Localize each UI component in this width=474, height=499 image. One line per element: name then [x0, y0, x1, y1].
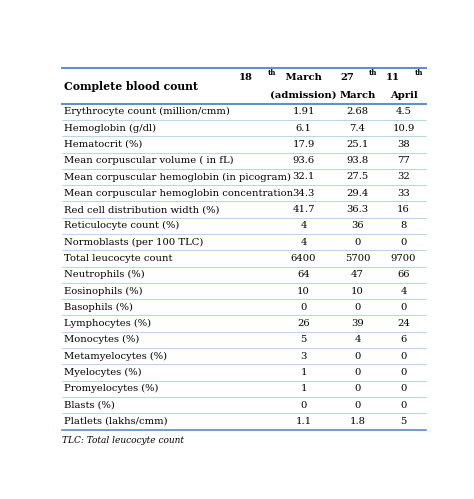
Text: 17.9: 17.9 — [292, 140, 315, 149]
Text: 4: 4 — [301, 222, 307, 231]
Text: 10.9: 10.9 — [392, 124, 415, 133]
Text: 9700: 9700 — [391, 254, 416, 263]
Text: 4: 4 — [400, 286, 407, 295]
Text: 77: 77 — [397, 156, 410, 165]
Text: 5: 5 — [301, 335, 307, 344]
Text: 0: 0 — [355, 368, 361, 377]
Text: 36.3: 36.3 — [346, 205, 369, 214]
Text: Lymphocytes (%): Lymphocytes (%) — [64, 319, 151, 328]
Text: 4: 4 — [301, 238, 307, 247]
Text: 34.3: 34.3 — [292, 189, 315, 198]
Text: Metamyelocytes (%): Metamyelocytes (%) — [64, 352, 167, 361]
Text: 0: 0 — [301, 303, 307, 312]
Text: 33: 33 — [397, 189, 410, 198]
Text: 1.1: 1.1 — [295, 417, 311, 426]
Text: 26: 26 — [297, 319, 310, 328]
Text: 10: 10 — [351, 286, 364, 295]
Text: Red cell distribution width (%): Red cell distribution width (%) — [64, 205, 219, 214]
Text: Erythrocyte count (million/cmm): Erythrocyte count (million/cmm) — [64, 107, 229, 116]
Text: Complete blood count: Complete blood count — [64, 80, 198, 91]
Text: 16: 16 — [397, 205, 410, 214]
Text: (admission): (admission) — [270, 91, 337, 100]
Text: Platlets (lakhs/cmm): Platlets (lakhs/cmm) — [64, 417, 167, 426]
Text: 0: 0 — [355, 352, 361, 361]
Text: 18: 18 — [239, 73, 253, 82]
Text: 2.68: 2.68 — [346, 107, 369, 116]
Text: 25.1: 25.1 — [346, 140, 369, 149]
Text: April: April — [390, 91, 417, 100]
Text: 0: 0 — [400, 384, 407, 393]
Text: Mean corpuscular hemoglobin concentration: Mean corpuscular hemoglobin concentratio… — [64, 189, 293, 198]
Text: 39: 39 — [351, 319, 364, 328]
Text: 0: 0 — [355, 303, 361, 312]
Text: 0: 0 — [400, 401, 407, 410]
Text: March: March — [339, 91, 376, 100]
Text: 38: 38 — [397, 140, 410, 149]
Text: 1: 1 — [301, 384, 307, 393]
Text: TLC: Total leucocyte count: TLC: Total leucocyte count — [62, 437, 184, 446]
Text: 93.8: 93.8 — [346, 156, 369, 165]
Text: Eosinophils (%): Eosinophils (%) — [64, 286, 142, 295]
Text: 66: 66 — [397, 270, 410, 279]
Text: 0: 0 — [400, 238, 407, 247]
Text: March: March — [282, 73, 322, 82]
Text: 1.8: 1.8 — [349, 417, 365, 426]
Text: Neutrophils (%): Neutrophils (%) — [64, 270, 145, 279]
Text: Promyelocytes (%): Promyelocytes (%) — [64, 384, 158, 393]
Text: Reticulocyte count (%): Reticulocyte count (%) — [64, 221, 179, 231]
Text: 32: 32 — [397, 173, 410, 182]
Text: 36: 36 — [351, 222, 364, 231]
Text: 0: 0 — [301, 401, 307, 410]
Text: 29.4: 29.4 — [346, 189, 369, 198]
Text: 5: 5 — [400, 417, 407, 426]
Text: th: th — [415, 69, 423, 77]
Text: Total leucocyte count: Total leucocyte count — [64, 254, 172, 263]
Text: Mean corpuscular hemoglobin (in picogram): Mean corpuscular hemoglobin (in picogram… — [64, 173, 291, 182]
Text: 0: 0 — [400, 368, 407, 377]
Text: 64: 64 — [297, 270, 310, 279]
Text: Myelocytes (%): Myelocytes (%) — [64, 368, 141, 377]
Text: 0: 0 — [355, 384, 361, 393]
Text: Normoblasts (per 100 TLC): Normoblasts (per 100 TLC) — [64, 238, 203, 247]
Text: 6400: 6400 — [291, 254, 316, 263]
Text: 0: 0 — [400, 303, 407, 312]
Text: 0: 0 — [355, 238, 361, 247]
Text: Blasts (%): Blasts (%) — [64, 401, 115, 410]
Text: 24: 24 — [397, 319, 410, 328]
Text: 5700: 5700 — [345, 254, 370, 263]
Text: 4.5: 4.5 — [395, 107, 411, 116]
Text: Mean corpuscular volume ( in fL): Mean corpuscular volume ( in fL) — [64, 156, 233, 165]
Text: 11: 11 — [386, 73, 400, 82]
Text: 6.1: 6.1 — [296, 124, 311, 133]
Text: 7.4: 7.4 — [349, 124, 365, 133]
Text: 47: 47 — [351, 270, 364, 279]
Text: 1: 1 — [301, 368, 307, 377]
Text: 8: 8 — [400, 222, 407, 231]
Text: 0: 0 — [400, 352, 407, 361]
Text: 41.7: 41.7 — [292, 205, 315, 214]
Text: 10: 10 — [297, 286, 310, 295]
Text: 93.6: 93.6 — [292, 156, 315, 165]
Text: 6: 6 — [401, 335, 407, 344]
Text: th: th — [369, 69, 378, 77]
Text: 27: 27 — [340, 73, 354, 82]
Text: 32.1: 32.1 — [292, 173, 315, 182]
Text: Hematocrit (%): Hematocrit (%) — [64, 140, 142, 149]
Text: 4: 4 — [354, 335, 361, 344]
Text: th: th — [268, 69, 276, 77]
Text: 0: 0 — [355, 401, 361, 410]
Text: Hemoglobin (g/dl): Hemoglobin (g/dl) — [64, 124, 156, 133]
Text: 27.5: 27.5 — [346, 173, 369, 182]
Text: 1.91: 1.91 — [292, 107, 315, 116]
Text: Monocytes (%): Monocytes (%) — [64, 335, 139, 344]
Text: Basophils (%): Basophils (%) — [64, 303, 133, 312]
Text: 3: 3 — [301, 352, 307, 361]
